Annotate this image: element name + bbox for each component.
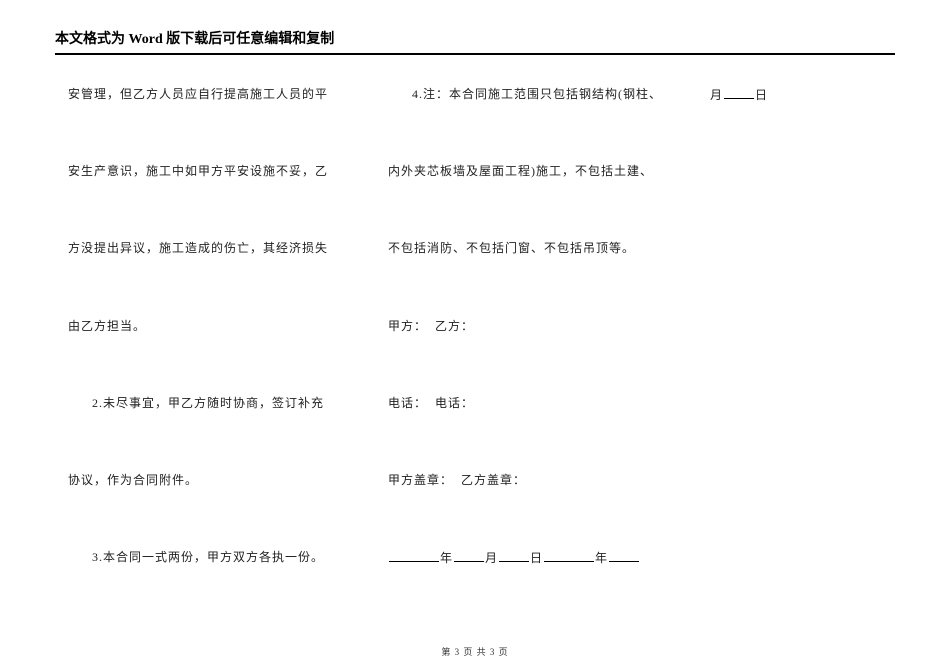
col1-line6: 协议，作为合同附件。 — [68, 471, 358, 490]
document-page: 本文格式为 Word 版下载后可任意编辑和复制 安管理，但乙方人员应自行提高施工… — [0, 0, 950, 672]
col2-line6: 甲方盖章： 乙方盖章： — [388, 471, 688, 490]
seal-b-label: 乙方盖章： — [461, 473, 526, 487]
col1-line4: 由乙方担当。 — [68, 317, 358, 336]
col2-line7-date: 年月日年 — [388, 548, 688, 568]
day-label-1: 日 — [530, 551, 543, 565]
column-3: 月日 — [710, 85, 870, 163]
month-label-1: 月 — [485, 551, 498, 565]
phone-b-label: 电话： — [435, 396, 474, 410]
party-a-label: 甲方： — [388, 319, 427, 333]
party-b-label: 乙方： — [435, 319, 474, 333]
month-label-3: 月 — [710, 88, 723, 102]
phone-a-label: 电话： — [388, 396, 427, 410]
blank-year-1 — [389, 548, 439, 562]
col1-line5: 2.未尽事宜，甲乙方随时协商，签订补充 — [68, 394, 358, 413]
col1-line1: 安管理，但乙方人员应自行提高施工人员的平 — [68, 85, 358, 104]
column-1: 安管理，但乙方人员应自行提高施工人员的平 安生产意识，施工中如甲方平安设施不妥，… — [68, 85, 358, 625]
seal-a-label: 甲方盖章： — [388, 473, 453, 487]
blank-year-2 — [544, 548, 594, 562]
col3-line1-date: 月日 — [710, 85, 870, 105]
year-label-1: 年 — [440, 551, 453, 565]
col2-line4: 甲方： 乙方： — [388, 317, 688, 336]
col1-line7: 3.本合同一式两份，甲方双方各执一份。 — [68, 548, 358, 567]
col2-line3: 不包括消防、不包括门窗、不包括吊顶等。 — [388, 239, 688, 258]
year-label-2: 年 — [595, 551, 608, 565]
content-area: 安管理，但乙方人员应自行提高施工人员的平 安生产意识，施工中如甲方平安设施不妥，… — [55, 85, 895, 645]
col2-line1: 4.注：本合同施工范围只包括钢结构(钢柱、 — [388, 85, 688, 104]
page-header: 本文格式为 Word 版下载后可任意编辑和复制 — [55, 28, 895, 55]
day-label-3: 日 — [755, 88, 768, 102]
blank-month-3 — [724, 85, 754, 99]
col2-line5: 电话： 电话： — [388, 394, 688, 413]
col2-line2: 内外夹芯板墙及屋面工程)施工，不包括土建、 — [388, 162, 688, 181]
blank-tail — [609, 548, 639, 562]
col1-line2: 安生产意识，施工中如甲方平安设施不妥，乙 — [68, 162, 358, 181]
column-2: 4.注：本合同施工范围只包括钢结构(钢柱、 内外夹芯板墙及屋面工程)施工，不包括… — [388, 85, 688, 626]
blank-month-1 — [454, 548, 484, 562]
col1-line3: 方没提出异议，施工造成的伤亡，其经济损失 — [68, 239, 358, 258]
blank-day-1 — [499, 548, 529, 562]
page-footer: 第 3 页 共 3 页 — [0, 645, 950, 658]
